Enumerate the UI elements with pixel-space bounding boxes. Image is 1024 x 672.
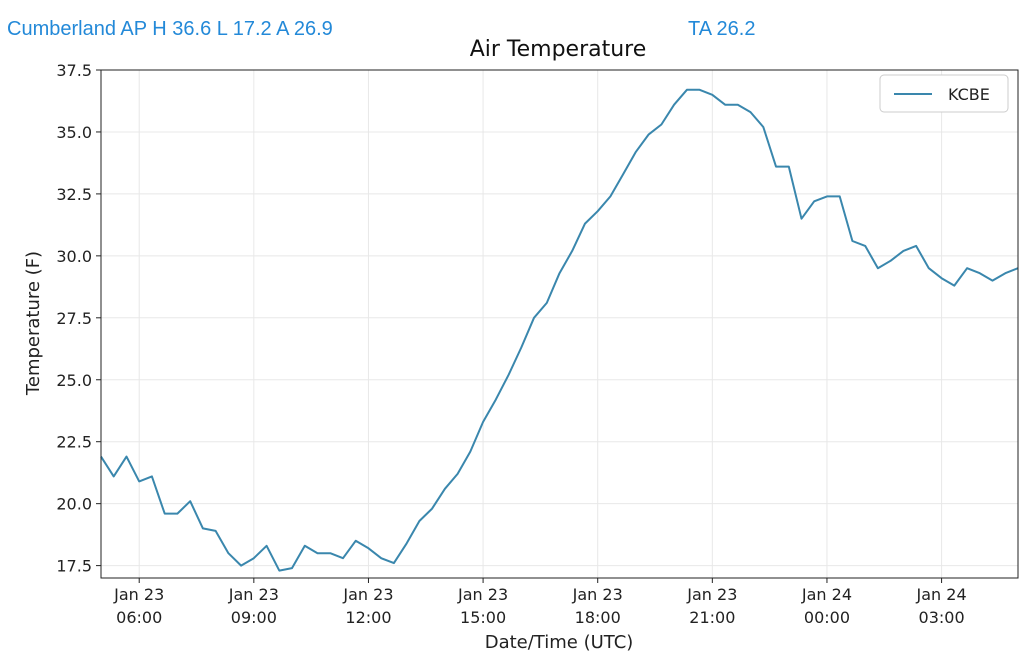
ta-summary: TA 26.2 (688, 18, 756, 40)
x-tick-date: Jan 23 (572, 585, 623, 604)
station-summary: Cumberland AP H 36.6 L 17.2 A 26.9 (7, 18, 333, 40)
x-tick-time: 00:00 (804, 608, 850, 627)
x-axis-label: Date/Time (UTC) (485, 632, 634, 653)
x-tick-date: Jan 23 (457, 585, 508, 604)
y-tick-label: 20.0 (56, 495, 92, 514)
x-tick-date: Jan 24 (801, 585, 852, 604)
x-tick-time: 21:00 (689, 608, 735, 627)
y-tick-labels: 17.5 20.0 22.5 25.0 27.5 30.0 32.5 35.0 37.5 (56, 61, 92, 576)
x-tick-time: 12:00 (345, 608, 391, 627)
y-tick-label: 25.0 (56, 371, 92, 390)
chart-title: Air Temperature (470, 37, 647, 62)
series-line-kcbe (100, 88, 1019, 572)
y-tick-label: 35.0 (56, 123, 92, 142)
y-tick-label: 22.5 (56, 433, 92, 452)
y-tick-label: 27.5 (56, 309, 92, 328)
x-tick-date: Jan 24 (916, 585, 967, 604)
y-tick-label: 32.5 (56, 185, 92, 204)
x-tick-date: Jan 23 (686, 585, 737, 604)
y-tick-label: 30.0 (56, 247, 92, 266)
x-tick-time: 09:00 (231, 608, 277, 627)
legend-box (879, 74, 1009, 113)
y-axis-label: Temperature (F) (23, 251, 44, 396)
x-tick-date: Jan 23 (342, 585, 393, 604)
plot-frame (100, 69, 1019, 579)
grid (96, 69, 1018, 583)
x-tick-labels: Jan 23 06:00 Jan 23 09:00 Jan 23 12:00 Jan 23 1… (113, 585, 966, 627)
x-tick-date: Jan 23 (228, 585, 279, 604)
legend-label: KCBE (948, 85, 990, 104)
x-tick-time: 18:00 (575, 608, 621, 627)
y-tick-label: 37.5 (56, 61, 92, 80)
x-tick-time: 15:00 (460, 608, 506, 627)
x-tick-time: 03:00 (919, 608, 965, 627)
x-tick-date: Jan 23 (113, 585, 164, 604)
legend: KCBE (879, 74, 1009, 113)
series-layer (100, 88, 1019, 572)
y-tick-label: 17.5 (56, 557, 92, 576)
x-tick-time: 06:00 (116, 608, 162, 627)
